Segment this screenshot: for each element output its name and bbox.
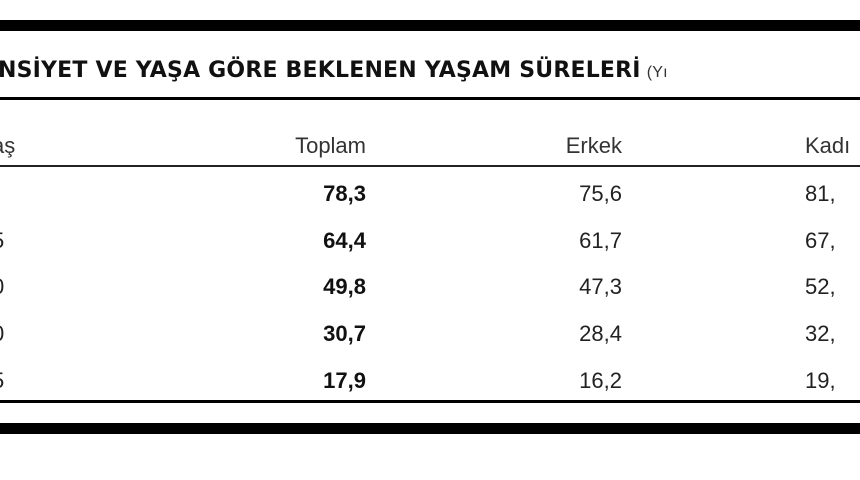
top-border — [0, 20, 860, 31]
bottom-border — [0, 423, 860, 434]
header-female: Kadı — [805, 133, 851, 158]
row-female: 81, — [805, 181, 836, 206]
header-age: aş — [0, 133, 16, 158]
header-divider — [0, 165, 860, 167]
row-female: 52, — [805, 274, 836, 299]
row-total: 78,3 — [323, 181, 366, 206]
title-divider — [0, 97, 860, 100]
row-male: 61,7 — [579, 228, 622, 253]
row-total: 64,4 — [323, 228, 366, 253]
row-male: 28,4 — [579, 321, 622, 346]
row-male: 47,3 — [579, 274, 622, 299]
row-female: 67, — [805, 228, 836, 253]
row-total: 30,7 — [323, 321, 366, 346]
table-title: NSİYET VE YAŞA GÖRE BEKLENEN YAŞAM SÜREL… — [0, 58, 668, 83]
row-male: 16,2 — [579, 368, 622, 393]
row-age: 0 — [0, 321, 4, 347]
row-total: 49,8 — [323, 274, 366, 299]
header-total: Toplam — [295, 133, 366, 158]
row-age: 0 — [0, 274, 4, 300]
row-age: 5 — [0, 368, 4, 394]
row-total: 17,9 — [323, 368, 366, 393]
row-female: 32, — [805, 321, 836, 346]
table-title-text: NSİYET VE YAŞA GÖRE BEKLENEN YAŞAM SÜREL… — [0, 58, 641, 83]
row-age: 5 — [0, 228, 4, 254]
row-female: 19, — [805, 368, 836, 393]
row-male: 75,6 — [579, 181, 622, 206]
table-title-unit: (Yı — [646, 64, 668, 81]
header-male: Erkek — [565, 133, 622, 158]
table-bottom-divider — [0, 400, 860, 403]
